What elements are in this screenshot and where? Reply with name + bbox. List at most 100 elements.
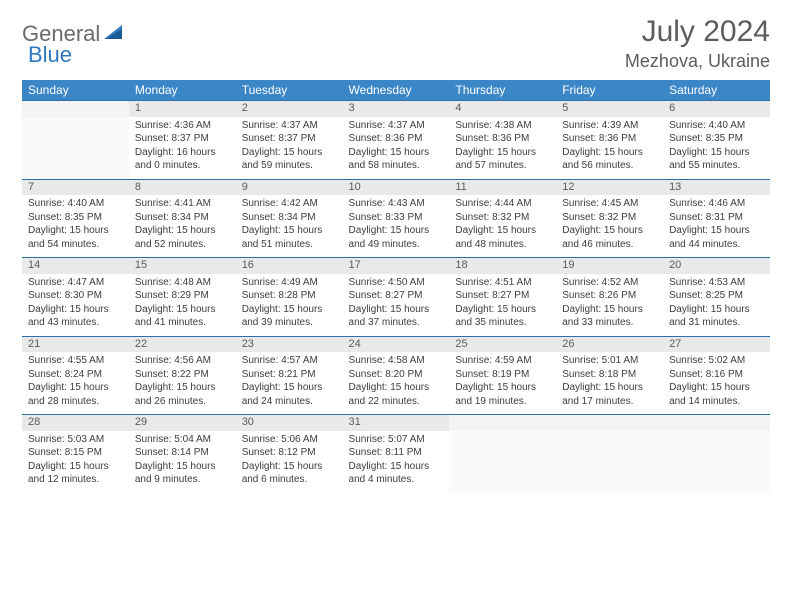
day-cell: Sunrise: 4:59 AMSunset: 8:19 PMDaylight:… [449,352,556,415]
sunset-text: Sunset: 8:37 PM [242,132,337,146]
day-number: 1 [129,101,236,117]
daylight-text: and 49 minutes. [349,238,444,252]
sunset-text: Sunset: 8:31 PM [669,211,764,225]
day-details: Sunrise: 4:52 AMSunset: 8:26 PMDaylight:… [556,274,663,336]
day-cell: Sunrise: 4:58 AMSunset: 8:20 PMDaylight:… [343,352,450,415]
sunset-text: Sunset: 8:36 PM [455,132,550,146]
daylight-text: Daylight: 15 hours [455,381,550,395]
day-number: 18 [449,258,556,274]
day-details: Sunrise: 5:01 AMSunset: 8:18 PMDaylight:… [556,352,663,414]
daylight-text: and 31 minutes. [669,316,764,330]
sunset-text: Sunset: 8:20 PM [349,368,444,382]
day-details: Sunrise: 4:56 AMSunset: 8:22 PMDaylight:… [129,352,236,414]
day-details: Sunrise: 4:51 AMSunset: 8:27 PMDaylight:… [449,274,556,336]
daylight-text: Daylight: 15 hours [455,224,550,238]
sunrise-text: Sunrise: 4:43 AM [349,197,444,211]
sunrise-text: Sunrise: 4:50 AM [349,276,444,290]
day-number: 29 [129,415,236,431]
day-header: Monday [129,80,236,101]
day-details: Sunrise: 4:37 AMSunset: 8:37 PMDaylight:… [236,117,343,179]
day-number [22,101,129,117]
daylight-text: and 9 minutes. [135,473,230,487]
daylight-text: and 19 minutes. [455,395,550,409]
day-cell: Sunrise: 4:42 AMSunset: 8:34 PMDaylight:… [236,195,343,258]
sunset-text: Sunset: 8:36 PM [562,132,657,146]
daylight-text: and 41 minutes. [135,316,230,330]
day-details: Sunrise: 5:06 AMSunset: 8:12 PMDaylight:… [236,431,343,493]
day-content-row: Sunrise: 5:03 AMSunset: 8:15 PMDaylight:… [22,431,770,493]
day-cell: Sunrise: 4:49 AMSunset: 8:28 PMDaylight:… [236,274,343,337]
daylight-text: and 46 minutes. [562,238,657,252]
day-details: Sunrise: 4:45 AMSunset: 8:32 PMDaylight:… [556,195,663,257]
daylight-text: Daylight: 15 hours [669,381,764,395]
calendar-page: General July 2024 Mezhova, Ukraine Blue … [0,0,792,508]
day-number: 22 [129,336,236,352]
daylight-text: Daylight: 15 hours [455,303,550,317]
daylight-text: and 51 minutes. [242,238,337,252]
sunset-text: Sunset: 8:29 PM [135,289,230,303]
day-number: 11 [449,179,556,195]
daylight-text: Daylight: 15 hours [242,303,337,317]
day-details: Sunrise: 4:43 AMSunset: 8:33 PMDaylight:… [343,195,450,257]
sunset-text: Sunset: 8:27 PM [349,289,444,303]
sunset-text: Sunset: 8:34 PM [242,211,337,225]
daylight-text: Daylight: 15 hours [669,146,764,160]
day-details: Sunrise: 5:04 AMSunset: 8:14 PMDaylight:… [129,431,236,493]
sunrise-text: Sunrise: 4:51 AM [455,276,550,290]
day-cell: Sunrise: 5:03 AMSunset: 8:15 PMDaylight:… [22,431,129,493]
day-content-row: Sunrise: 4:36 AMSunset: 8:37 PMDaylight:… [22,117,770,180]
sunrise-text: Sunrise: 4:44 AM [455,197,550,211]
sunset-text: Sunset: 8:30 PM [28,289,123,303]
day-number: 16 [236,258,343,274]
sunset-text: Sunset: 8:25 PM [669,289,764,303]
sunset-text: Sunset: 8:16 PM [669,368,764,382]
sunrise-text: Sunrise: 4:49 AM [242,276,337,290]
day-cell [449,431,556,493]
day-content-row: Sunrise: 4:40 AMSunset: 8:35 PMDaylight:… [22,195,770,258]
sunset-text: Sunset: 8:35 PM [669,132,764,146]
sunrise-text: Sunrise: 5:06 AM [242,433,337,447]
daylight-text: Daylight: 15 hours [455,146,550,160]
daylight-text: Daylight: 15 hours [669,224,764,238]
day-cell: Sunrise: 4:48 AMSunset: 8:29 PMDaylight:… [129,274,236,337]
day-number: 3 [343,101,450,117]
day-details: Sunrise: 4:44 AMSunset: 8:32 PMDaylight:… [449,195,556,257]
day-details: Sunrise: 4:41 AMSunset: 8:34 PMDaylight:… [129,195,236,257]
sunrise-text: Sunrise: 5:02 AM [669,354,764,368]
day-details: Sunrise: 4:47 AMSunset: 8:30 PMDaylight:… [22,274,129,336]
sunrise-text: Sunrise: 4:52 AM [562,276,657,290]
daylight-text: and 44 minutes. [669,238,764,252]
day-cell: Sunrise: 4:40 AMSunset: 8:35 PMDaylight:… [663,117,770,180]
day-details: Sunrise: 4:50 AMSunset: 8:27 PMDaylight:… [343,274,450,336]
daylight-text: Daylight: 15 hours [242,460,337,474]
day-content-row: Sunrise: 4:55 AMSunset: 8:24 PMDaylight:… [22,352,770,415]
sunset-text: Sunset: 8:36 PM [349,132,444,146]
daylight-text: Daylight: 15 hours [242,146,337,160]
sunrise-text: Sunrise: 5:01 AM [562,354,657,368]
day-number: 20 [663,258,770,274]
day-details: Sunrise: 5:03 AMSunset: 8:15 PMDaylight:… [22,431,129,493]
sunrise-text: Sunrise: 5:04 AM [135,433,230,447]
logo-text-blue: Blue [28,42,72,67]
daylight-text: Daylight: 15 hours [349,303,444,317]
daylight-text: and 52 minutes. [135,238,230,252]
daylight-text: and 56 minutes. [562,159,657,173]
day-details: Sunrise: 4:39 AMSunset: 8:36 PMDaylight:… [556,117,663,179]
calendar-table: Sunday Monday Tuesday Wednesday Thursday… [22,80,770,493]
sunrise-text: Sunrise: 4:37 AM [349,119,444,133]
sunrise-text: Sunrise: 4:36 AM [135,119,230,133]
sunrise-text: Sunrise: 4:45 AM [562,197,657,211]
day-cell: Sunrise: 4:44 AMSunset: 8:32 PMDaylight:… [449,195,556,258]
sunset-text: Sunset: 8:28 PM [242,289,337,303]
sunrise-text: Sunrise: 4:40 AM [28,197,123,211]
day-details: Sunrise: 4:48 AMSunset: 8:29 PMDaylight:… [129,274,236,336]
day-cell [22,117,129,180]
location: Mezhova, Ukraine [625,51,770,72]
day-cell: Sunrise: 4:47 AMSunset: 8:30 PMDaylight:… [22,274,129,337]
day-details: Sunrise: 5:07 AMSunset: 8:11 PMDaylight:… [343,431,450,493]
day-number: 26 [556,336,663,352]
sunrise-text: Sunrise: 4:55 AM [28,354,123,368]
sunrise-text: Sunrise: 4:46 AM [669,197,764,211]
day-number: 5 [556,101,663,117]
sunrise-text: Sunrise: 4:48 AM [135,276,230,290]
